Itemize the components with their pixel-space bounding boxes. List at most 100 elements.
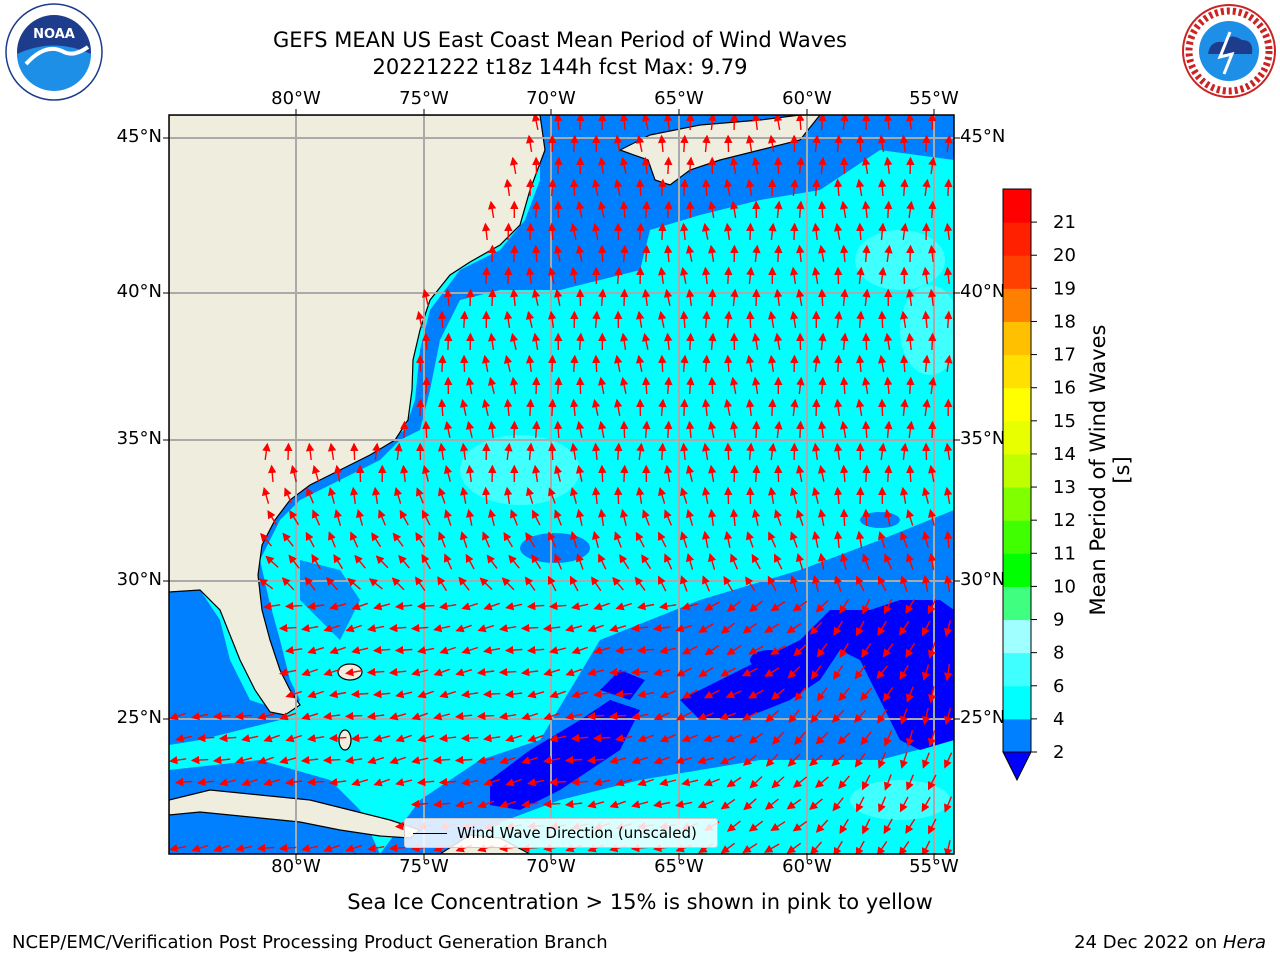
- wave-direction-arrow: [741, 667, 758, 677]
- wave-direction-arrow: [771, 688, 785, 700]
- wave-direction-arrow: [345, 624, 363, 633]
- wave-direction-arrow: [861, 420, 871, 439]
- wave-direction-arrow: [570, 777, 589, 787]
- wave-direction-arrow: [839, 598, 850, 614]
- wave-direction-arrow: [532, 200, 541, 219]
- wave-direction-arrow: [570, 178, 579, 197]
- wave-direction-arrow: [525, 532, 536, 548]
- wave-direction-arrow: [278, 843, 297, 853]
- wave-direction-arrow: [576, 288, 585, 307]
- wave-direction-arrow: [576, 332, 585, 351]
- wave-direction-arrow: [767, 354, 777, 372]
- wave-direction-arrow: [641, 376, 651, 395]
- wave-direction-arrow: [768, 442, 777, 460]
- wave-direction-arrow: [388, 623, 407, 633]
- wave-direction-arrow: [840, 508, 849, 527]
- footer-date-text: 24 Dec 2022 on: [1074, 932, 1223, 953]
- wave-direction-arrow: [345, 844, 363, 853]
- lat-label-right: 40°N: [960, 281, 1006, 302]
- wave-direction-arrow: [355, 508, 365, 526]
- wave-direction-arrow: [526, 442, 535, 461]
- wave-direction-arrow: [279, 668, 297, 677]
- wave-direction-arrow: [767, 575, 777, 592]
- wave-direction-arrow: [884, 464, 893, 483]
- wave-direction-arrow: [306, 777, 325, 787]
- wave-direction-arrow: [720, 842, 736, 854]
- wave-direction-arrow: [461, 602, 479, 611]
- wave-direction-arrow: [921, 310, 931, 329]
- wave-direction-arrow: [235, 844, 253, 853]
- wave-direction-arrow: [372, 442, 381, 461]
- wave-direction-arrow: [928, 200, 937, 219]
- wave-direction-arrow: [877, 752, 887, 769]
- wave-direction-arrow: [725, 690, 742, 699]
- wave-direction-arrow: [742, 622, 758, 634]
- wave-direction-arrow: [422, 376, 431, 395]
- colorbar-tick-label: 19: [1053, 278, 1076, 299]
- wave-direction-arrow: [788, 709, 800, 724]
- wave-direction-arrow: [944, 752, 953, 769]
- wave-direction-arrow: [619, 376, 629, 394]
- wave-direction-arrow: [509, 332, 519, 350]
- wave-direction-arrow: [586, 711, 605, 721]
- wave-direction-arrow: [746, 531, 754, 548]
- wave-direction-arrow: [542, 623, 561, 633]
- wave-direction-arrow: [816, 643, 828, 658]
- wave-direction-arrow: [928, 332, 937, 351]
- wave-direction-arrow: [818, 420, 827, 439]
- wave-direction-arrow: [862, 818, 871, 835]
- wave-direction-arrow: [855, 620, 865, 637]
- sea-ice-note: Sea Ice Concentration > 15% is shown in …: [347, 890, 933, 914]
- wave-direction-arrow: [304, 576, 316, 591]
- wave-direction-arrow: [593, 602, 611, 611]
- wave-direction-arrow: [707, 464, 717, 483]
- wave-direction-arrow: [509, 156, 519, 175]
- wave-direction-arrow: [944, 222, 953, 240]
- wave-direction-arrow: [922, 442, 931, 461]
- wave-direction-arrow: [884, 244, 893, 262]
- lat-label-right: 25°N: [960, 707, 1006, 728]
- wave-direction-arrow: [745, 354, 755, 373]
- wave-direction-arrow: [548, 178, 557, 197]
- wave-direction-arrow: [724, 266, 733, 285]
- wave-direction-arrow: [592, 354, 601, 373]
- wave-direction-arrow: [477, 800, 495, 809]
- wave-direction-arrow: [636, 645, 655, 655]
- wave-direction-arrow: [878, 398, 887, 417]
- legend-label: Wind Wave Direction (unscaled): [457, 824, 697, 842]
- lon-label-bottom: 80°W: [271, 856, 321, 877]
- colorbar-tick-label: 15: [1053, 411, 1076, 432]
- wave-direction-arrow: [619, 554, 630, 570]
- wave-direction-arrow: [289, 464, 299, 482]
- wave-direction-arrow: [921, 664, 930, 681]
- wave-direction-arrow: [417, 690, 435, 699]
- wave-direction-arrow: [410, 623, 429, 633]
- wave-direction-arrow: [752, 244, 761, 263]
- wave-direction-arrow: [347, 577, 361, 590]
- wave-direction-arrow: [487, 508, 497, 526]
- wave-direction-arrow: [576, 553, 584, 570]
- wave-direction-arrow: [439, 646, 457, 655]
- wave-direction-arrow: [323, 668, 341, 677]
- wave-direction-arrow: [461, 646, 479, 655]
- colorbar-frame: [1002, 188, 1032, 753]
- wave-direction-arrow: [685, 552, 695, 570]
- wave-direction-arrow: [906, 464, 915, 483]
- wave-direction-arrow: [641, 288, 651, 306]
- wave-direction-arrow: [834, 530, 843, 549]
- wave-direction-arrow: [260, 532, 273, 547]
- wave-direction-arrow: [787, 753, 801, 767]
- wave-direction-arrow: [657, 134, 667, 153]
- wave-direction-arrow: [854, 753, 866, 768]
- wave-direction-arrow: [809, 754, 823, 767]
- wave-direction-arrow: [905, 115, 915, 131]
- wave-direction-arrow: [554, 156, 563, 175]
- wave-direction-arrow: [774, 464, 783, 483]
- wave-direction-arrow: [569, 575, 579, 592]
- wave-direction-arrow: [437, 576, 448, 592]
- colorbar-tick-label: 10: [1053, 576, 1076, 597]
- colorbar-tick-label: 2: [1053, 742, 1064, 763]
- wave-direction-arrow: [928, 818, 937, 835]
- wave-direction-arrow: [169, 755, 187, 765]
- wave-direction-arrow: [410, 799, 429, 809]
